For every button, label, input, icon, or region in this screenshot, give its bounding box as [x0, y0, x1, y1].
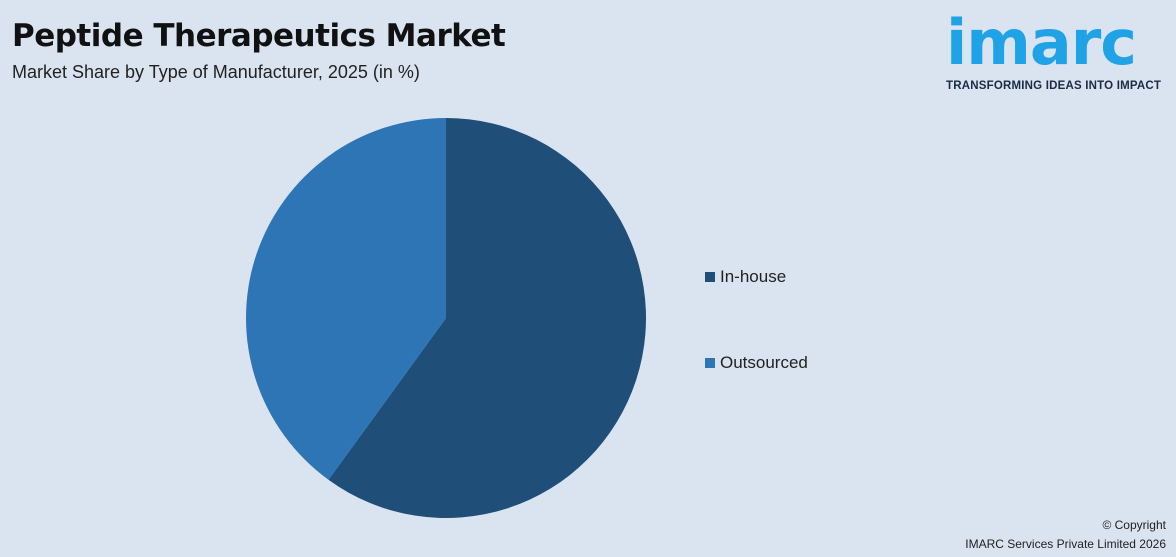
legend-label: In-house — [720, 267, 787, 286]
legend-swatch — [705, 272, 715, 282]
pie-slice-in-house — [328, 118, 646, 519]
legend-item: In-house — [705, 267, 786, 287]
copyright-label: © Copyright — [1102, 518, 1166, 532]
imarc-logo: imarc TRANSFORMING IDEAS INTO IMPACT — [946, 6, 1168, 93]
legend-label: Outsourced — [720, 353, 808, 372]
chart-subtitle: Market Share by Type of Manufacturer, 20… — [12, 62, 420, 82]
legend-swatch — [705, 358, 715, 368]
legend-item: Outsourced — [705, 353, 808, 373]
copyright-company: IMARC Services Private Limited 2026 — [965, 537, 1166, 551]
logo-tagline: TRANSFORMING IDEAS INTO IMPACT — [946, 80, 1162, 92]
chart-title: Peptide Therapeutics Market — [12, 18, 506, 54]
logo-wordmark: imarc — [946, 6, 1137, 79]
copyright: © Copyright IMARC Services Private Limit… — [965, 516, 1166, 554]
pie-slice-outsourced — [246, 117, 446, 480]
